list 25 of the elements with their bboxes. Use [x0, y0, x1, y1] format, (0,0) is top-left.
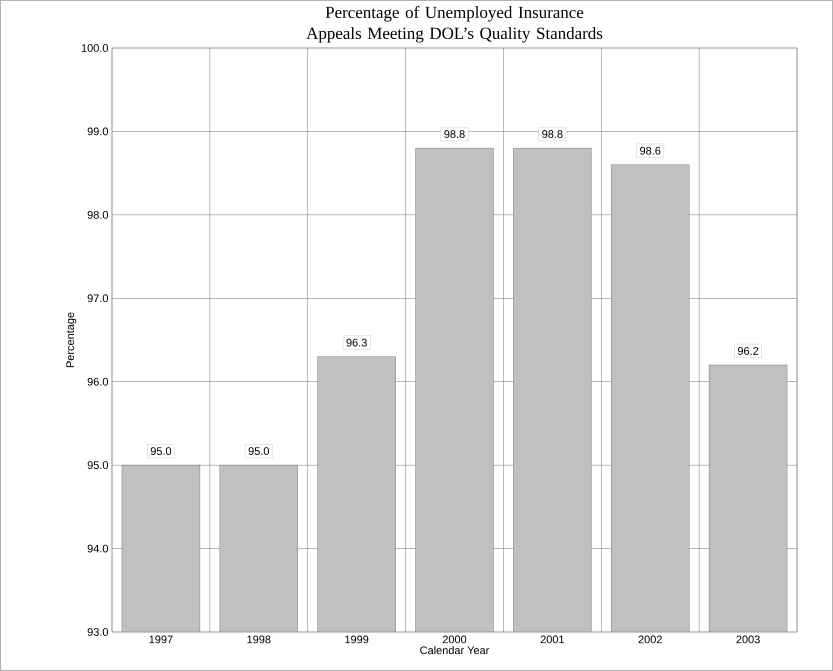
- y-tick-label: 94.0: [88, 544, 108, 552]
- y-tick-label: 100.0: [82, 44, 108, 52]
- y-tick-label: 97.0: [88, 294, 108, 302]
- data-label: 95.0: [150, 447, 172, 455]
- x-axis-title: Calendar Year: [420, 646, 490, 654]
- x-tick-label: 1998: [247, 636, 270, 644]
- x-tick-label: 2000: [442, 636, 466, 644]
- chart-title: Percentage of Unemployed Insurance Appeals Meeting DOL’s Quality Standards: [306, 6, 602, 43]
- y-tick-label: 98.0: [88, 210, 108, 219]
- y-tick-label: 95.0: [88, 461, 108, 470]
- data-label: 98.6: [640, 146, 660, 155]
- data-label: 96.2: [738, 347, 758, 355]
- x-tick-label: 1997: [150, 636, 173, 644]
- x-tick-label: 1999: [345, 636, 368, 644]
- y-tick-label: 93.0: [88, 628, 108, 636]
- y-tick-label: 96.0: [88, 378, 108, 386]
- data-label: 95.0: [248, 447, 270, 455]
- y-tick-label: 99.0: [88, 128, 108, 136]
- x-tick-label: 2002: [638, 636, 662, 644]
- y-axis-title: Percentage: [66, 312, 76, 368]
- data-label: 96.3: [346, 338, 367, 346]
- x-tick-label: 2003: [736, 636, 760, 644]
- data-label: 98.8: [542, 130, 563, 138]
- x-tick-label: 2001: [540, 636, 564, 644]
- data-label: 98.8: [444, 130, 465, 138]
